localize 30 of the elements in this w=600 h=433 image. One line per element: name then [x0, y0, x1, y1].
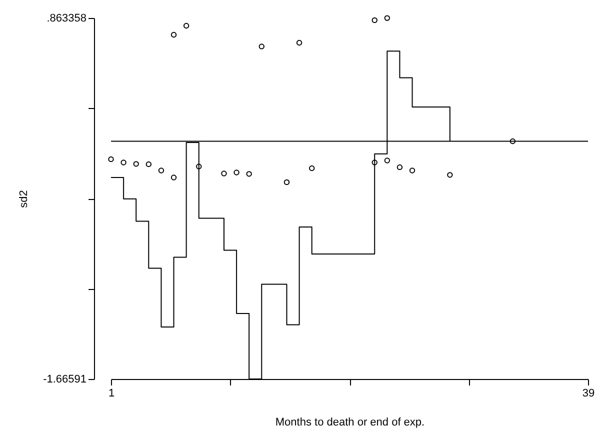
- point: [384, 158, 390, 164]
- point: [170, 32, 177, 38]
- point: [183, 22, 190, 29]
- x-axis-title: Months to death or end of exp.: [275, 416, 425, 428]
- point: [308, 165, 315, 172]
- point: [158, 168, 164, 174]
- x-tick-label: 1: [108, 388, 115, 400]
- point: [396, 164, 403, 170]
- point: [133, 161, 139, 167]
- point: [120, 160, 126, 166]
- y-axis-title: sd2: [18, 190, 30, 208]
- point: [372, 17, 378, 24]
- point: [409, 168, 416, 174]
- point: [146, 161, 152, 168]
- point: [234, 170, 240, 176]
- point: [258, 44, 264, 50]
- point: [284, 179, 290, 186]
- point: [196, 164, 202, 170]
- point: [447, 172, 453, 178]
- point: [384, 15, 390, 21]
- point: [170, 174, 177, 180]
- point: [372, 160, 378, 166]
- point: [296, 40, 302, 46]
- point: [221, 170, 227, 176]
- x-tick-label: 39: [582, 388, 595, 400]
- y-tick-label: .863358: [46, 12, 86, 24]
- point: [246, 171, 252, 177]
- point: [510, 138, 516, 144]
- point: [108, 156, 114, 162]
- y-tick-label: -1.66591: [43, 374, 86, 386]
